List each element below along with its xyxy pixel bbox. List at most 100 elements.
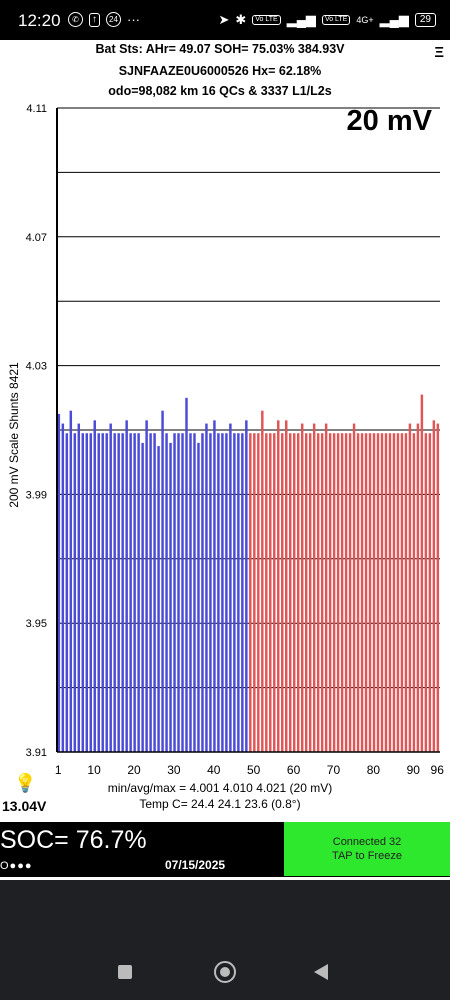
chart-grid	[57, 107, 440, 753]
x-tick-label: 10	[87, 763, 101, 777]
overflow-icon: ···	[127, 12, 140, 27]
upload-icon: ↑	[89, 12, 100, 27]
x-tick-label: 80	[367, 763, 381, 777]
cell-bar	[372, 433, 376, 752]
cell-bar	[416, 423, 420, 752]
x-tick-labels: 1 10 20 30 40 50 60 70 80 90 96	[55, 763, 444, 777]
bluetooth-icon: ✱	[235, 12, 247, 27]
cell-voltage-chart[interactable]: 4.11 4.07 4.03 3.99 3.95 3.91 1 10 20 30 40 50 60 70…	[0, 100, 450, 780]
pack-voltage: 13.04V	[2, 798, 47, 814]
cell-bar	[257, 433, 260, 752]
cell-bar	[69, 410, 73, 752]
odometer-line: odo=98,082 km 16 QCs & 3337 L1/L2s	[108, 84, 332, 98]
cell-bar	[189, 433, 192, 752]
x-tick-label: 1	[55, 763, 62, 777]
cell-bar	[392, 433, 396, 752]
cell-bar	[109, 423, 112, 752]
cell-bar	[328, 433, 332, 752]
cell-bar	[61, 423, 65, 752]
volte-icon-2: Vo LTE	[321, 15, 351, 25]
cell-bar	[277, 420, 280, 752]
cell-bar	[237, 433, 240, 752]
cell-bar	[324, 423, 328, 752]
cell-bar	[285, 420, 288, 752]
cell-bar	[97, 433, 100, 752]
cell-bar	[185, 397, 188, 752]
cell-bar	[281, 433, 284, 752]
cell-bar	[336, 433, 340, 752]
y-axis-label: 200 mV Scale Shunts 8421	[7, 362, 21, 508]
cell-bar	[149, 433, 152, 752]
cell-bar	[89, 433, 92, 752]
x-tick-label: 40	[207, 763, 221, 777]
cell-bar	[312, 423, 316, 752]
cell-bar	[181, 433, 184, 752]
cell-bar	[201, 433, 204, 752]
location-icon: ➤	[218, 12, 230, 27]
min-avg-max: min/avg/max = 4.001 4.010 4.021 (20 mV)	[107, 781, 333, 795]
cell-bar	[424, 433, 428, 752]
cell-bar	[73, 433, 77, 752]
y-tick-label: 4.07	[26, 232, 47, 244]
date-readout: 07/15/2025	[165, 858, 226, 872]
volte-icon: Vo LTE	[252, 15, 281, 25]
x-tick-label: 96	[431, 763, 445, 777]
cell-bar	[217, 433, 220, 752]
cell-bar	[113, 433, 116, 752]
cell-bar	[320, 433, 324, 752]
tap-to-freeze-label: TAP to Freeze	[332, 850, 402, 862]
cell-bar	[145, 420, 148, 752]
y-tick-label: 4.03	[26, 361, 47, 373]
cell-bar	[121, 433, 124, 752]
phone-icon: ✆	[68, 12, 83, 27]
cell-bar	[209, 433, 212, 752]
cell-bar	[332, 433, 336, 752]
cell-bar	[221, 433, 224, 752]
cell-bar	[408, 423, 412, 752]
cell-bar	[141, 442, 144, 752]
signal-icon: ▂▄▆	[286, 12, 316, 27]
y-tick-label: 3.91	[26, 747, 47, 759]
freeze-button[interactable]: Connected 32 TAP to Freeze	[284, 822, 450, 876]
cell-bar	[292, 433, 296, 752]
connection-dots: O●●●	[0, 860, 33, 872]
cell-bar	[368, 433, 372, 752]
signal-icon-2: ▂▄▆	[379, 12, 409, 27]
cell-bar	[288, 433, 292, 752]
cell-bar	[197, 442, 200, 752]
chart-axes	[56, 108, 440, 753]
cell-bar	[344, 433, 348, 752]
recents-button[interactable]	[118, 965, 132, 979]
cell-bar	[273, 433, 276, 752]
cell-bar	[428, 433, 432, 752]
y-tick-label: 4.11	[26, 103, 47, 115]
soc-readout: SOC= 76.7%	[0, 826, 147, 854]
cell-bar	[249, 433, 252, 752]
cell-bar	[348, 433, 352, 752]
cell-bar	[356, 433, 360, 752]
cell-bar	[125, 420, 128, 752]
notification-badge: 24	[106, 12, 121, 27]
cell-bar	[225, 433, 228, 752]
cell-bar	[420, 394, 424, 752]
cell-bar	[388, 433, 392, 752]
cell-bar	[432, 420, 436, 752]
bulb-icon[interactable]: 💡	[14, 773, 37, 793]
scale-label: 20 mV	[347, 105, 433, 137]
cell-bar	[213, 420, 216, 752]
cell-bar	[117, 433, 120, 752]
cell-bar	[296, 433, 300, 752]
cell-bar	[153, 433, 156, 752]
vin-line: SJNFAAZE0U6000526 Hx= 62.18%	[118, 64, 322, 78]
cell-bar	[360, 433, 364, 752]
back-button[interactable]	[314, 964, 328, 980]
cell-bar	[229, 423, 232, 752]
x-tick-label: 20	[127, 763, 141, 777]
cell-bar	[77, 423, 81, 752]
cell-bar	[129, 433, 132, 752]
home-button[interactable]	[214, 961, 236, 983]
x-tick-label: 50	[247, 763, 261, 777]
cell-bar	[265, 433, 268, 752]
cell-bar	[241, 433, 244, 752]
menu-icon[interactable]: Ξ	[434, 44, 444, 61]
